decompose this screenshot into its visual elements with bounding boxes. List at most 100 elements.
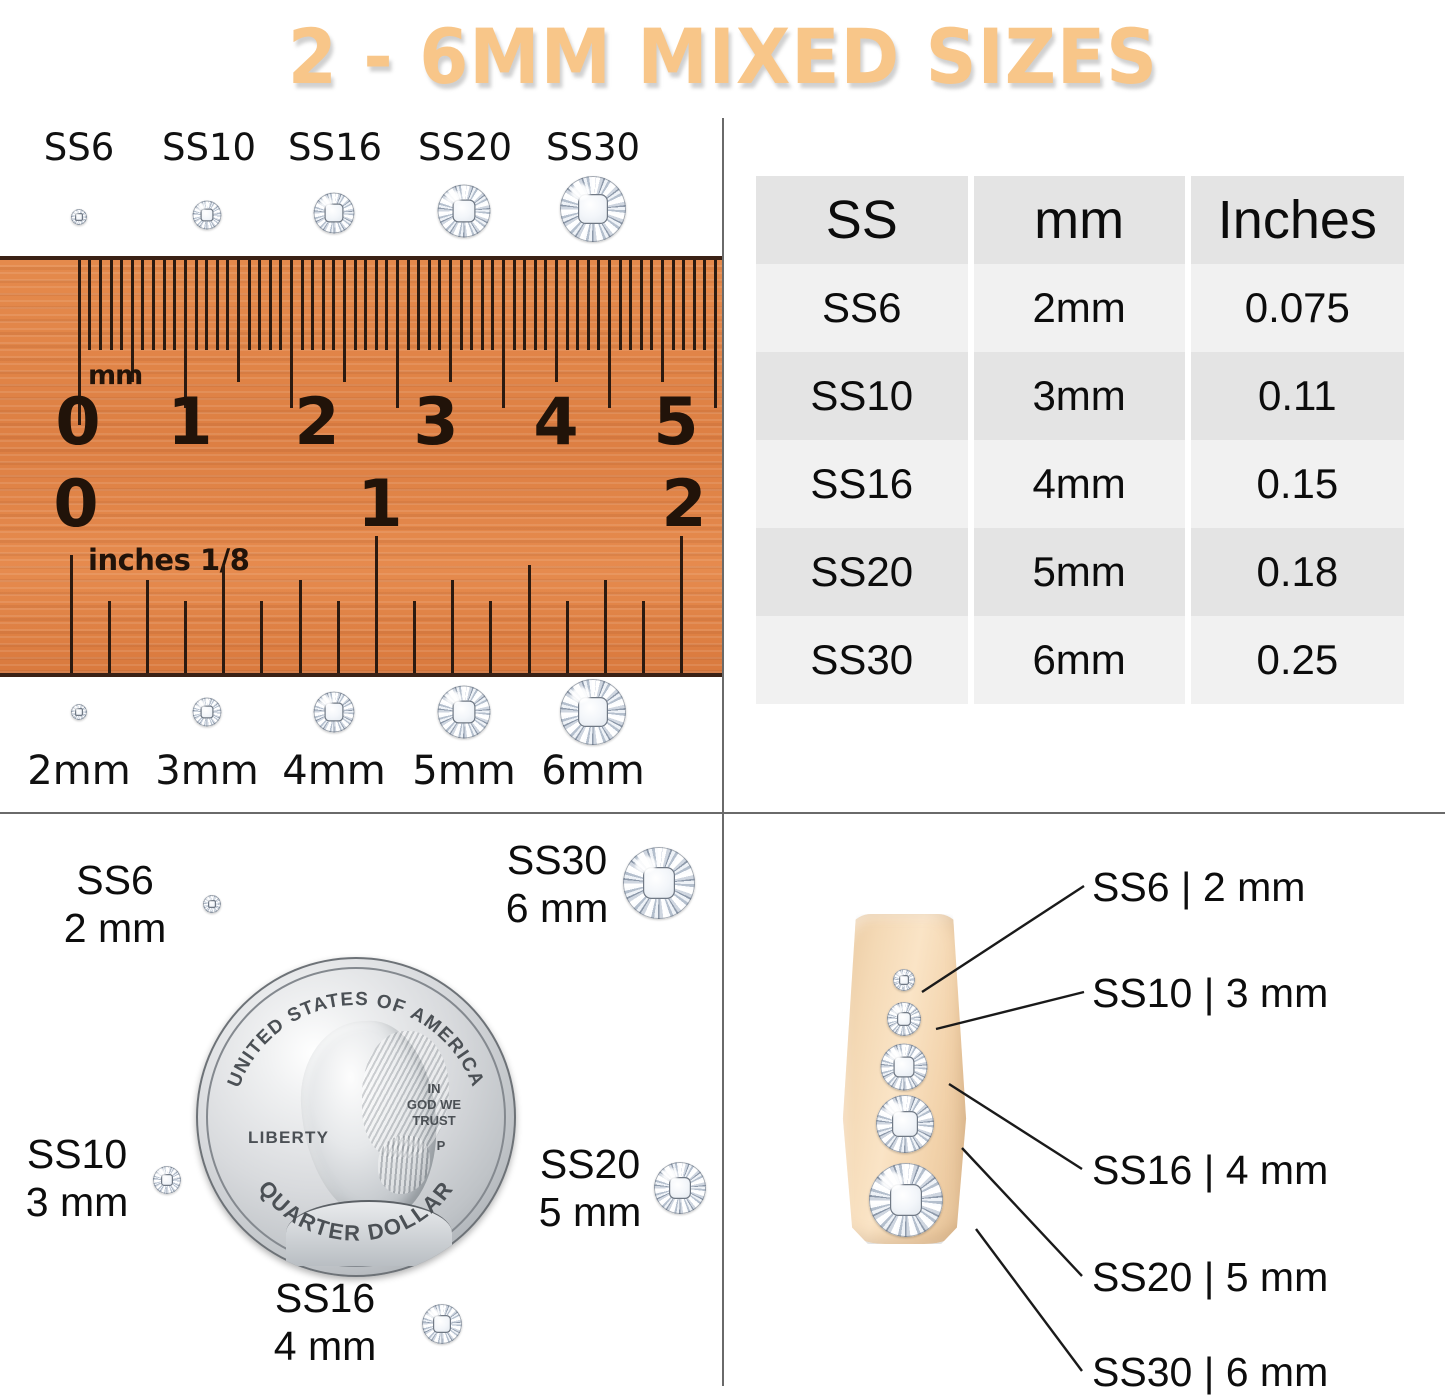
ss-label-ss30: SS30 [545, 126, 641, 169]
mm-label-4mm: 4mm [282, 748, 386, 794]
cell-inches: 0.25 [1190, 616, 1404, 704]
rhinestone-ss16-icon [313, 192, 355, 234]
ruler-inch-2: 2 [661, 467, 707, 542]
table-row: SS30 6mm 0.25 [756, 616, 1404, 704]
rhinestone-coin-ss30-icon [623, 847, 695, 919]
cell-inches: 0.15 [1190, 440, 1404, 528]
coin-label-ss6-ss: SS6 [76, 857, 154, 903]
ruler-cm-0: 0 [55, 385, 101, 460]
stone-row-top [0, 176, 722, 253]
size-table-panel: SS mm Inches SS6 2mm 0.075 SS10 3mm 0.11… [724, 118, 1445, 812]
coin-label-ss16-ss: SS16 [274, 1275, 376, 1321]
coin-label-ss6-mm: 2 mm [63, 905, 167, 952]
ruler-inch-unit-label: inches 1/8 [88, 543, 250, 577]
nail-label-ss30: SS30 | 6 mm [1092, 1349, 1329, 1395]
rhinestone-coin-ss16-icon [422, 1304, 462, 1344]
leader-line-ss16 [948, 1082, 1083, 1171]
cell-inches: 0.18 [1190, 528, 1404, 616]
vertical-divider [722, 118, 724, 1386]
ruler-mm-unit-label: mm [88, 360, 143, 391]
cell-mm: 2mm [973, 264, 1185, 352]
ruler-cm-3: 3 [413, 385, 459, 460]
coin-label-ss10: SS10 3 mm [0, 1130, 162, 1227]
coin-label-ss6: SS6 2 mm [30, 856, 200, 953]
title-banner: 2 - 6MM MIXED SIZES [0, 0, 1445, 112]
ruler-cm-5: 5 [653, 385, 699, 460]
leader-line-ss10 [935, 990, 1085, 1031]
ruler-graphic: mm 0 1 2 3 4 5 0 1 2 inches 1/8 [0, 256, 722, 677]
cell-ss: SS6 [756, 264, 968, 352]
rhinestone-5mm-icon [437, 685, 491, 739]
table-header-ss: SS [756, 176, 968, 264]
table-header-row: SS mm Inches [756, 176, 1404, 264]
ss-label-ss10: SS10 [161, 126, 257, 169]
rhinestone-coin-ss6-icon [203, 895, 221, 913]
coin-label-ss20-ss: SS20 [539, 1141, 641, 1187]
nail-demo-panel: SS6 | 2 mm SS10 | 3 mm SS16 | 4 mm SS20 … [724, 814, 1445, 1395]
cell-inches: 0.075 [1190, 264, 1404, 352]
mm-label-6mm: 6mm [541, 748, 645, 794]
cell-ss: SS30 [756, 616, 968, 704]
coin-mintmark: P [437, 1138, 446, 1153]
cell-mm: 3mm [973, 352, 1185, 440]
coin-motto-line-2: GOD WE [407, 1097, 461, 1112]
coin-legend-bottom-text: QUARTER DOLLAR [253, 1176, 456, 1246]
ss-label-ss16: SS16 [287, 126, 383, 169]
cell-mm: 6mm [973, 616, 1185, 704]
ruler-cm-2: 2 [294, 385, 340, 460]
mm-label-row-bottom: 2mm 3mm 4mm 5mm 6mm [0, 748, 722, 798]
stone-row-bottom [0, 676, 722, 748]
cell-mm: 5mm [973, 528, 1185, 616]
coin-label-ss10-ss: SS10 [26, 1131, 128, 1177]
coin-shoulder [285, 1200, 452, 1267]
nail-leader-lines [921, 884, 1085, 1372]
coin-liberty-text: LIBERTY [248, 1128, 329, 1147]
coin-label-ss16-mm: 4 mm [273, 1323, 377, 1370]
table-row: SS10 3mm 0.11 [756, 352, 1404, 440]
rhinestone-ss20-icon [437, 184, 491, 238]
table-row: SS20 5mm 0.18 [756, 528, 1404, 616]
coin-label-ss10-mm: 3 mm [25, 1179, 129, 1226]
coin-label-ss30: SS30 6 mm [472, 836, 642, 933]
cell-ss: SS16 [756, 440, 968, 528]
size-conversion-table: SS mm Inches SS6 2mm 0.075 SS10 3mm 0.11… [750, 176, 1410, 704]
coin-label-ss20-mm: 5 mm [538, 1189, 642, 1236]
rhinestone-ss6-icon [71, 209, 87, 225]
cell-ss: SS20 [756, 528, 968, 616]
rhinestone-coin-ss10-icon [153, 1166, 181, 1194]
coin-label-ss30-mm: 6 mm [505, 885, 609, 932]
coin-label-ss16: SS16 4 mm [240, 1274, 410, 1371]
leader-line-ss20 [961, 1147, 1083, 1277]
table-row: SS6 2mm 0.075 [756, 264, 1404, 352]
leader-line-ss30 [975, 1228, 1083, 1372]
ruler-panel: SS6 SS10 SS16 SS20 SS30 [0, 118, 722, 812]
table-header-mm: mm [973, 176, 1185, 264]
cell-ss: SS10 [756, 352, 968, 440]
rhinestone-3mm-icon [192, 697, 222, 727]
ss-label-ss20: SS20 [417, 126, 513, 169]
nail-rhinestone-ss6-icon [893, 969, 915, 991]
table-header-inches: Inches [1190, 176, 1404, 264]
table-row: SS16 4mm 0.15 [756, 440, 1404, 528]
rhinestone-4mm-icon [313, 691, 355, 733]
mm-label-5mm: 5mm [412, 748, 516, 794]
nail-rhinestone-ss30-icon [869, 1163, 943, 1237]
nail-label-ss20: SS20 | 5 mm [1092, 1254, 1329, 1300]
mm-label-2mm: 2mm [27, 748, 131, 794]
rhinestone-ss30-icon [560, 176, 626, 242]
ruler-cm-1: 1 [167, 385, 213, 460]
rhinestone-6mm-icon [560, 679, 626, 745]
coin-motto-line-3: TRUST [412, 1113, 455, 1128]
ss-label-ss6: SS6 [43, 126, 115, 169]
ruler-cm-4: 4 [533, 385, 579, 460]
coin-legend-bottom: QUARTER DOLLAR [253, 1176, 458, 1246]
nail-rhinestone-ss16-icon [880, 1043, 928, 1091]
coin-label-ss20: SS20 5 mm [505, 1140, 675, 1237]
leader-line-ss6 [921, 884, 1085, 994]
coin-queue [378, 1136, 430, 1194]
horizontal-divider [0, 812, 1445, 814]
coin-legend-top: UNITED STATES OF AMERICA [224, 989, 488, 1090]
coin-legend-top-text: UNITED STATES OF AMERICA [224, 989, 487, 1090]
coin-comparison-panel: SS6 2 mm SS30 6 mm SS10 3 mm SS20 5 mm S… [0, 814, 722, 1387]
rhinestone-ss10-icon [192, 200, 222, 230]
